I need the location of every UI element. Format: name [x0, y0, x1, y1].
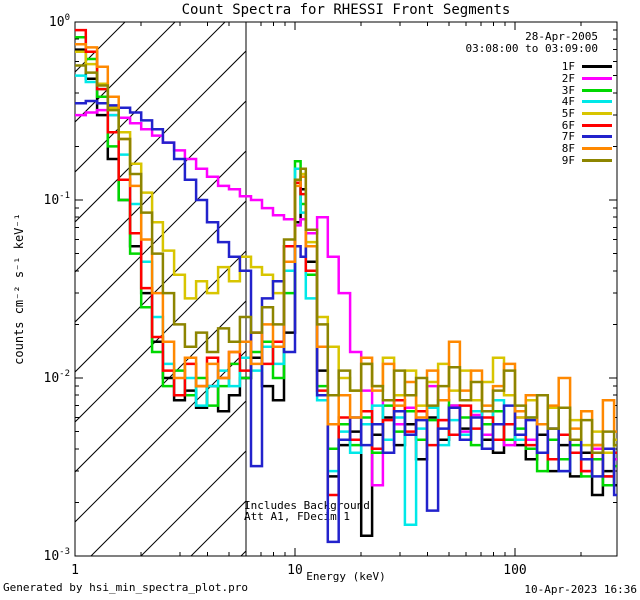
series-1F-line — [75, 48, 617, 537]
x-tick-label: 10 — [287, 563, 303, 578]
plot-frame — [74, 21, 618, 557]
legend-item: 4F — [561, 95, 612, 109]
footer-timestamp: 10-Apr-2023 16:36 — [524, 583, 637, 596]
legend-label: 4F — [561, 95, 575, 109]
legend-label: 6F — [561, 118, 575, 132]
observation-time-range: 03:08:00 to 03:09:00 — [465, 42, 598, 55]
series-9F-line — [75, 64, 617, 455]
y-tick-label: 10-1 — [44, 191, 71, 208]
legend-swatch — [582, 158, 612, 162]
legend-swatch — [582, 112, 612, 116]
legend-swatch — [582, 147, 612, 151]
x-axis-label: Energy (keV) — [306, 570, 386, 583]
legend-label: 2F — [561, 72, 575, 86]
page-title: Count Spectra for RHESSI Front Segments — [181, 2, 511, 18]
series-2F-line — [75, 108, 617, 487]
legend-swatch — [582, 123, 612, 127]
hatch-lines — [75, 22, 247, 556]
legend-item: 6F — [561, 118, 612, 132]
legend-label: 9F — [561, 153, 575, 167]
y-tick-label: 10-2 — [44, 369, 71, 386]
legend-item: 7F — [561, 130, 612, 144]
series-5F-line — [75, 50, 617, 455]
legend-swatch — [582, 88, 612, 92]
axis-ticks — [74, 21, 617, 557]
annotation-attenuator-state: Att A1, FDecim 1 — [244, 510, 350, 523]
legend-swatch — [582, 77, 612, 81]
legend: 1F 2F 3F 4F 5F 6F 7F 8F 9F — [561, 60, 612, 167]
legend-item: 9F — [561, 153, 612, 167]
x-tick-label: 100 — [503, 563, 526, 578]
y-tick-label: 100 — [49, 13, 70, 30]
y-axis-label: counts cm⁻² s⁻¹ keV⁻¹ — [12, 213, 26, 365]
tick-labels: 1 10 100 100 10-1 10-2 10-3 — [44, 13, 527, 578]
footer-generated-by: Generated by hsi_min_spectra_plot.pro — [3, 581, 249, 594]
series-8F-line — [75, 42, 617, 447]
legend-item: 8F — [561, 142, 612, 156]
series-7F-line — [75, 99, 617, 544]
legend-item: 5F — [561, 107, 612, 121]
legend-swatch — [582, 100, 612, 104]
legend-item: 3F — [561, 83, 612, 97]
legend-label: 1F — [561, 60, 575, 74]
x-tick-label: 1 — [71, 563, 79, 578]
legend-item: 2F — [561, 72, 612, 86]
legend-label: 7F — [561, 130, 575, 144]
legend-label: 5F — [561, 107, 575, 121]
series-4F-line — [75, 74, 617, 526]
legend-label: 8F — [561, 142, 575, 156]
annotation-includes-background: Includes Background — [244, 499, 370, 512]
observation-date: 28-Apr-2005 — [525, 30, 598, 43]
series-6F-line — [75, 28, 617, 497]
series-3F-line — [75, 36, 617, 487]
legend-swatch — [582, 135, 612, 139]
legend-item: 1F — [561, 60, 612, 74]
legend-label: 3F — [561, 83, 575, 97]
y-tick-label: 10-3 — [44, 547, 71, 564]
legend-swatch — [582, 65, 612, 69]
